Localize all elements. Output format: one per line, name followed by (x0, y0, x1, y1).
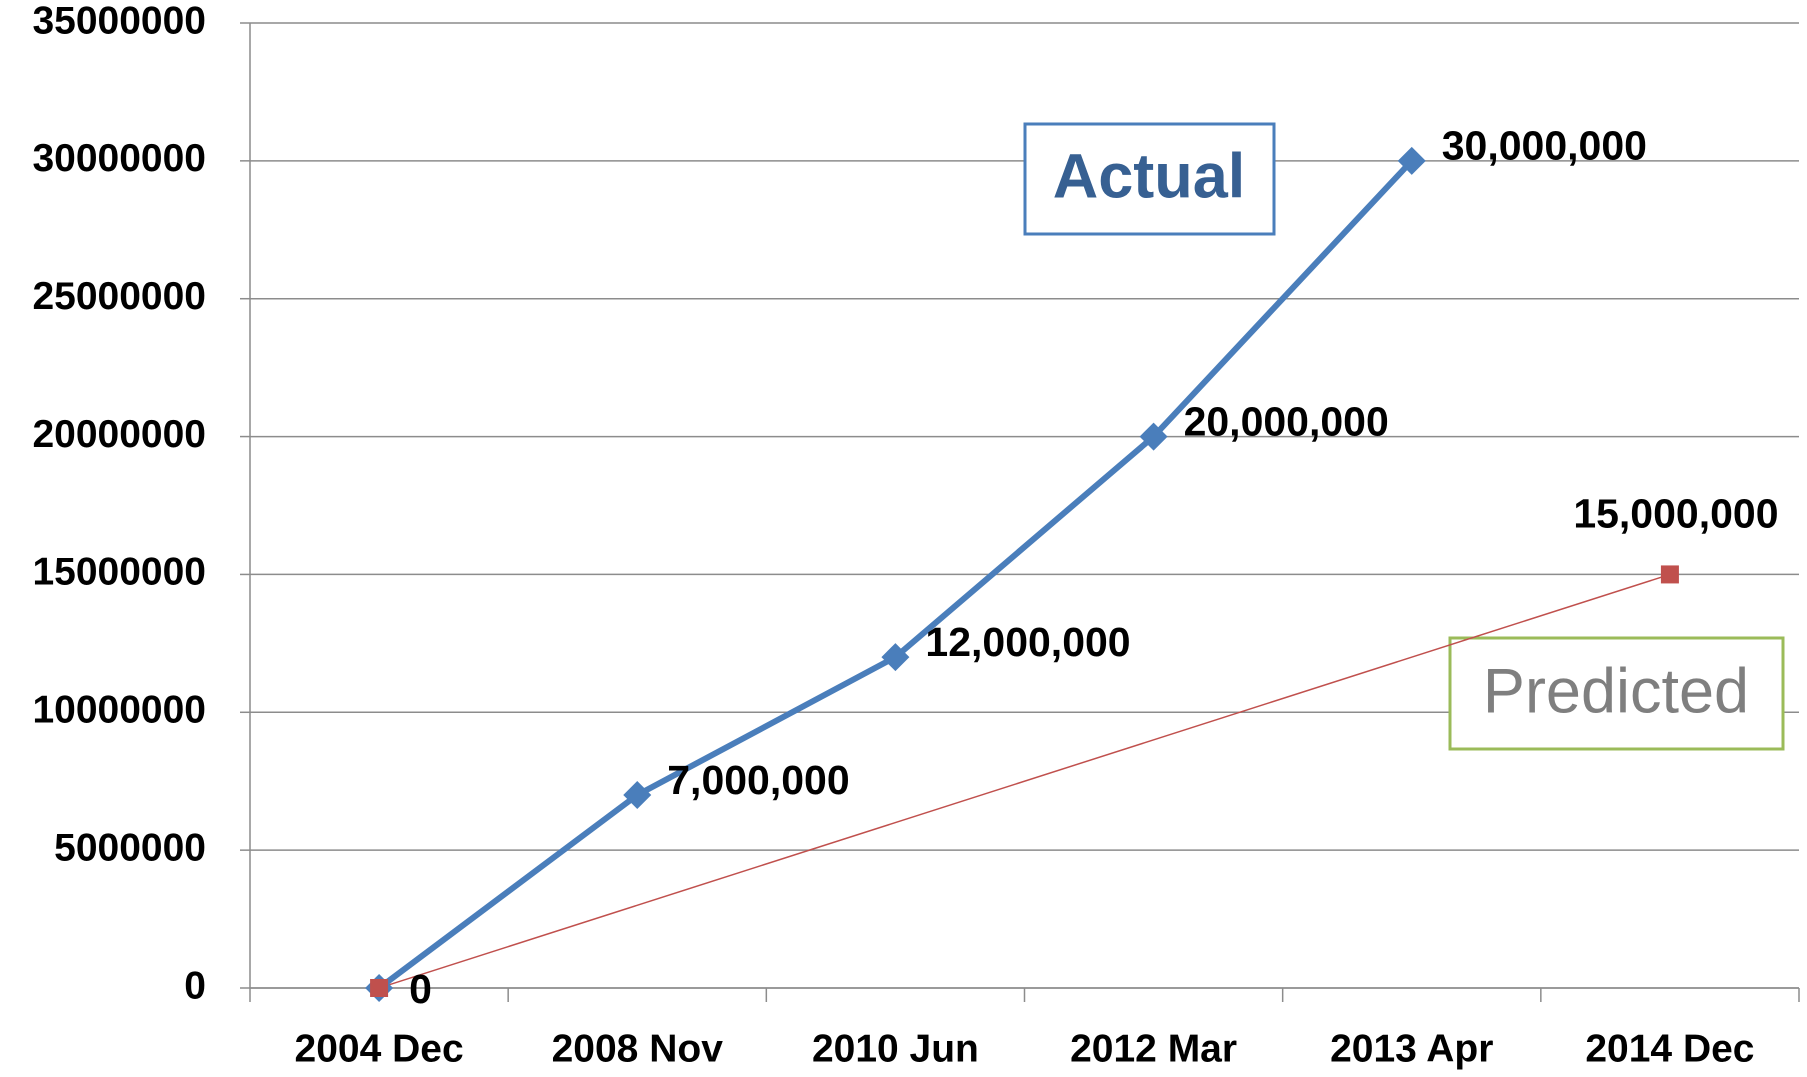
y-tick-label: 0 (184, 964, 206, 1007)
x-tick-label: 2012 Mar (1070, 1027, 1237, 1070)
series-line (378, 573, 1671, 989)
y-tick-label: 5000000 (54, 826, 206, 869)
x-tick-label: 2013 Apr (1330, 1027, 1493, 1070)
data-label: 7,000,000 (667, 757, 849, 803)
marker (623, 781, 652, 809)
actual-annotation-box (1023, 122, 1276, 236)
marker (1660, 565, 1679, 584)
actual-annotation: Actual (1053, 142, 1246, 212)
data-label: 20,000,000 (1184, 398, 1389, 444)
marker (370, 979, 389, 997)
data-label: 15,000,000 (1573, 490, 1778, 536)
x-tick-label: 2014 Dec (1585, 1027, 1754, 1070)
data-label: 0 (409, 966, 432, 1012)
y-tick-label: 20000000 (32, 413, 206, 456)
x-tick-label: 2008 Nov (552, 1027, 724, 1070)
x-tick-label: 2004 Dec (295, 1027, 464, 1070)
y-tick-label: 15000000 (32, 551, 206, 594)
y-tick-label: 25000000 (32, 275, 206, 318)
marker (1397, 146, 1426, 175)
predicted-annotation: Predicted (1483, 657, 1749, 727)
y-tick-label: 10000000 (32, 689, 206, 732)
marker (881, 643, 910, 672)
x-tick-label: 2010 Jun (812, 1027, 979, 1070)
y-tick-label: 35000000 (32, 0, 206, 42)
predicted-annotation-box (1448, 636, 1785, 751)
data-label: 30,000,000 (1442, 123, 1647, 169)
y-tick-label: 30000000 (32, 137, 206, 180)
data-label: 12,000,000 (925, 619, 1130, 665)
marker (1139, 422, 1168, 451)
